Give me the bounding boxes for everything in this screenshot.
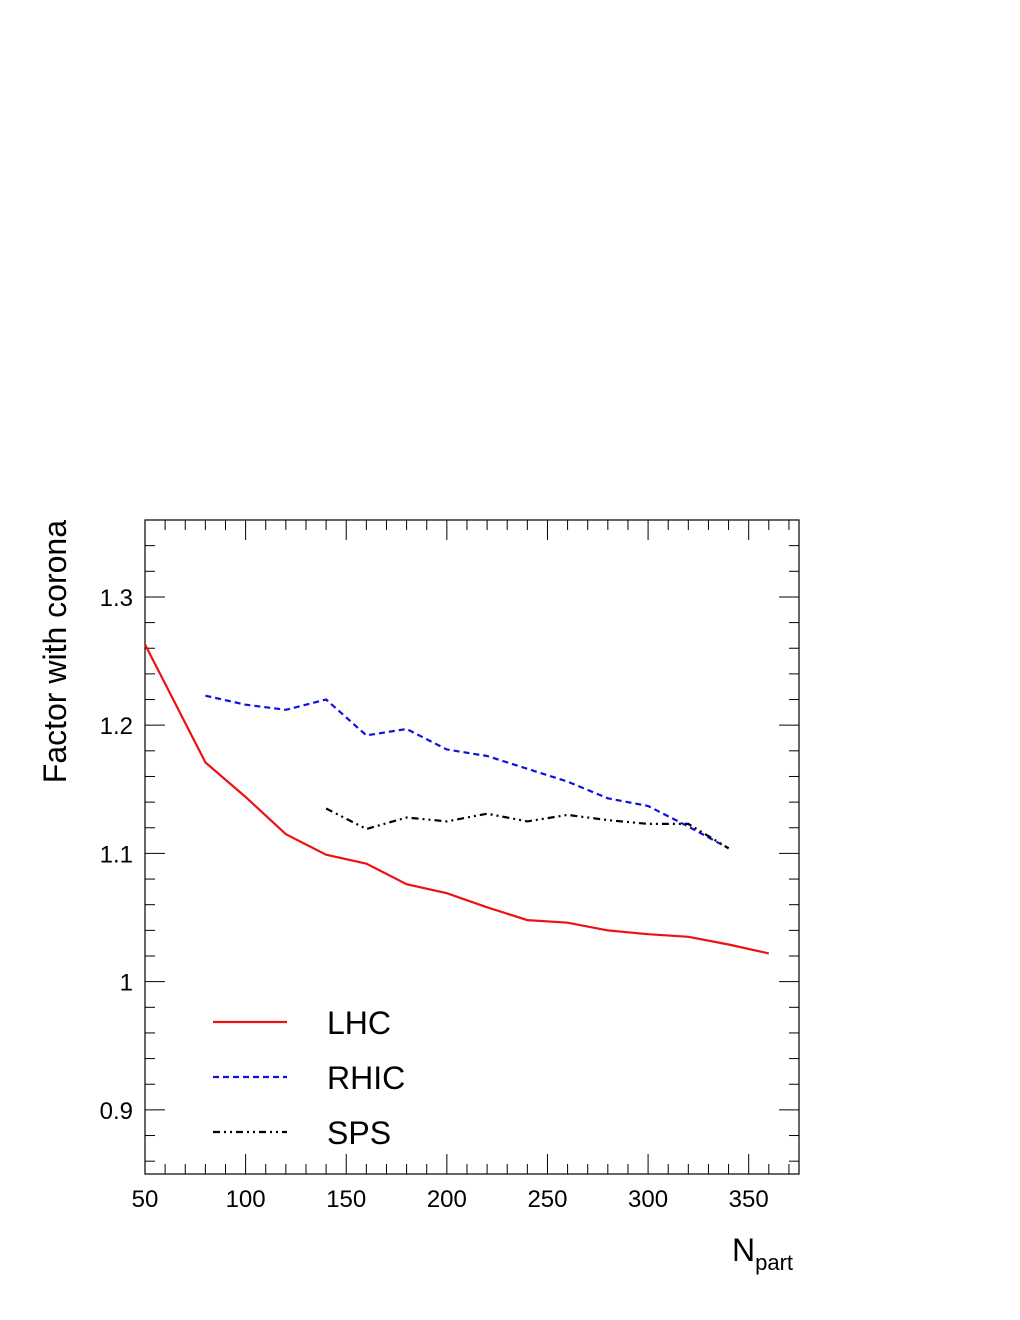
x-axis-title-main: N [732,1232,755,1268]
series-layer [144,643,770,955]
series-line-lhc [144,643,770,955]
plot-frame [144,519,800,1175]
y-tick-label: 0.9 [100,1098,133,1125]
y-tick-label: 1.3 [100,585,133,612]
legend-label-lhc: LHC [327,1005,391,1041]
y-tick-label: 1 [120,970,133,997]
y-tick-label: 1.1 [100,841,133,868]
series-line-sps [325,807,730,850]
series-line-rhic [205,694,730,850]
x-tick-label: 300 [628,1186,668,1213]
x-tick-label: 200 [427,1186,467,1213]
x-tick-label: 350 [729,1186,769,1213]
x-tick-label: 50 [132,1186,159,1213]
y-axis-title: Factor with corona [37,520,73,783]
x-tick-label: 100 [226,1186,266,1213]
legend-label-sps: SPS [327,1115,391,1151]
legend-label-rhic: RHIC [327,1060,405,1096]
x-tick-label: 150 [326,1186,366,1213]
x-tick-label: 250 [527,1186,567,1213]
axis-ticks: 50 100 150 200 250 300 350 0.9 1 1.1 1.2 1.3 [100,519,799,1213]
x-axis-title-subscript: part [755,1250,793,1275]
y-tick-label: 1.2 [100,713,133,740]
x-axis-title: Npart [732,1232,793,1275]
legend: LHC RHIC SPS [213,1005,405,1151]
